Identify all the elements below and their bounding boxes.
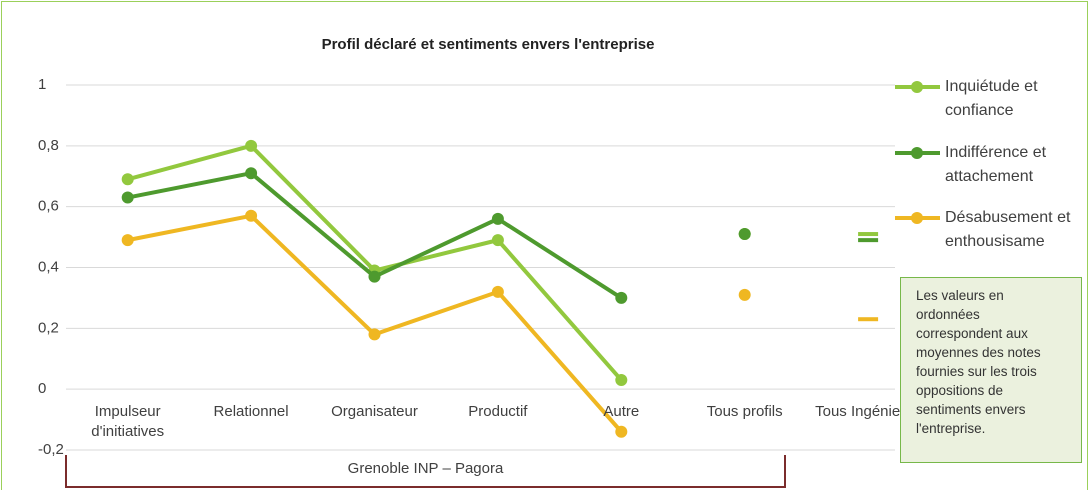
y-tick-label: 1 [38,76,46,93]
x-tick-label: Relationnel [213,403,289,420]
legend-swatch [911,147,923,159]
y-tick-label: 0,4 [38,258,59,275]
point-marker [368,328,381,341]
group-label: Grenoble INP – Pagora [348,460,504,477]
legend-swatch [911,212,923,224]
point-marker [245,167,258,180]
group-bracket [65,455,786,488]
legend-label: Inquiétude et confiance [945,78,1038,119]
y-tick-label: 0,2 [38,319,59,336]
y-tick-label: 0,6 [38,198,59,215]
point-marker [491,285,504,298]
x-tick-label: Tous profils [706,403,783,420]
x-tick-label: Tous Ingénieurs [815,403,922,420]
note-box: Les valeurs en ordonnées correspondent a… [900,277,1082,463]
y-tick-label: 0 [38,380,46,397]
x-tick-label: Productif [468,403,528,420]
point-marker [738,288,751,301]
point-marker [858,317,879,322]
point-marker [245,209,258,222]
point-marker [245,139,258,152]
x-tick-label: Autre [603,403,640,420]
point-marker [121,173,134,186]
x-tick-label: Impulseur d'initiatives [91,403,165,440]
point-marker [121,191,134,204]
point-marker [615,425,628,438]
point-marker [121,234,134,247]
legend-label: Indifférence et attachement [945,144,1047,185]
chart-title: Profil déclaré et sentiments envers l'en… [322,36,655,53]
point-marker [738,228,751,241]
point-marker [615,291,628,304]
point-marker [858,232,879,237]
point-marker [491,234,504,247]
point-marker [615,374,628,387]
y-tick-label: -0,2 [38,441,64,458]
y-tick-label: 0,8 [38,137,59,154]
legend-label: Désabusement et enthousisame [945,209,1071,250]
legend-swatch [911,81,923,93]
point-marker [491,212,504,225]
point-marker [858,238,879,243]
x-tick-label: Organisateur [331,403,418,420]
point-marker [368,270,381,283]
